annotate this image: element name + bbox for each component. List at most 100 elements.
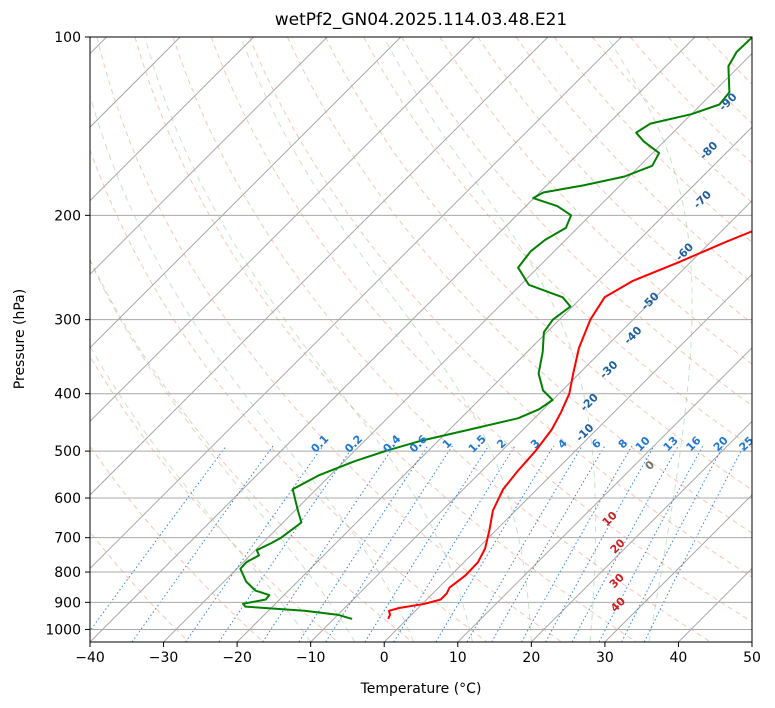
x-axis: −40 −30 −20 −10 0 10 20 30 40 50 bbox=[75, 642, 761, 666]
isotherm bbox=[90, 37, 328, 275]
dry-adiabat bbox=[90, 258, 413, 642]
mixing-ratio-line bbox=[545, 445, 655, 642]
chart-title: wetPf2_GN04.2025.114.03.48.E21 bbox=[275, 10, 567, 30]
mixing-ratio-line bbox=[521, 445, 633, 642]
pressure-gridlines bbox=[90, 37, 752, 630]
moist-adiabat bbox=[240, 37, 532, 642]
isotherm bbox=[457, 347, 752, 642]
isotherm bbox=[383, 273, 752, 642]
isotherm bbox=[90, 37, 696, 642]
mixing-ratio-line bbox=[364, 445, 489, 642]
dry-adiabat bbox=[248, 37, 752, 578]
y-tick-label: 200 bbox=[54, 208, 81, 224]
dry-adiabat bbox=[96, 37, 562, 642]
wetbulb-label: -40 bbox=[621, 324, 644, 347]
dry-adiabat bbox=[477, 37, 752, 324]
x-tick-label: 0 bbox=[380, 650, 389, 666]
y-tick-label: 800 bbox=[54, 565, 81, 581]
isotherm bbox=[310, 199, 752, 642]
mixing-ratio-line bbox=[298, 445, 429, 642]
wetbulb-label: -100 bbox=[756, 37, 775, 66]
dry-adiabat bbox=[172, 37, 712, 642]
dry-adiabat bbox=[668, 37, 752, 125]
dry-adiabat bbox=[363, 37, 752, 449]
wetbulb-label: -90 bbox=[716, 90, 739, 113]
mixing-ratio-label: 6 bbox=[589, 436, 604, 451]
theta-label: 30 bbox=[607, 571, 627, 591]
wetbulb-label: -30 bbox=[597, 358, 620, 381]
x-tick-label: 40 bbox=[670, 650, 688, 666]
y-tick-label: 500 bbox=[54, 444, 81, 460]
x-axis-label: Temperature (°C) bbox=[360, 681, 482, 697]
x-tick-label: 20 bbox=[522, 650, 540, 666]
isotherm bbox=[90, 37, 402, 349]
mixing-ratio-line bbox=[393, 445, 516, 642]
moist-adiabat bbox=[144, 37, 473, 642]
moist-adiabat bbox=[90, 259, 356, 642]
wetbulb-label: -50 bbox=[639, 289, 662, 312]
dry-adiabat bbox=[90, 530, 190, 642]
dry-adiabat bbox=[515, 37, 752, 284]
isotherm bbox=[236, 126, 752, 642]
profile-lines bbox=[239, 37, 752, 620]
mixing-ratio-label: 2 bbox=[494, 437, 509, 452]
isotherm bbox=[751, 641, 752, 642]
mixing-ratio-label: 1 bbox=[440, 437, 455, 452]
x-tick-label: 50 bbox=[743, 650, 761, 666]
dry-adiabat bbox=[90, 355, 339, 642]
mixing-ratio-line bbox=[435, 445, 555, 642]
mixing-ratio-line bbox=[185, 445, 324, 642]
dry-adiabat bbox=[401, 37, 752, 407]
y-axis: 100 200 300 400 500 600 700 800 900 1000 bbox=[45, 30, 90, 638]
y-tick-label: 300 bbox=[54, 313, 81, 329]
plot-frame bbox=[89, 36, 753, 643]
isotherm bbox=[163, 52, 752, 642]
moist-adiabat bbox=[606, 37, 693, 642]
x-tick-label: −10 bbox=[296, 650, 326, 666]
mixing-ratio-line bbox=[131, 445, 274, 642]
mixing-ratio-label: 1.5 bbox=[466, 432, 489, 455]
temperature-line bbox=[387, 230, 752, 620]
mixing-ratio-label: 0.1 bbox=[308, 432, 331, 455]
y-tick-label: 100 bbox=[54, 30, 81, 46]
isotherm bbox=[604, 494, 752, 642]
x-tick-label: 10 bbox=[449, 650, 467, 666]
isotherm bbox=[90, 37, 549, 496]
mixing-ratio-line bbox=[218, 445, 355, 642]
line-annotations: -100-90-80-70-60-50-40-30-20-100.1 0.2 0.4… bbox=[308, 37, 775, 615]
isotherm bbox=[530, 420, 752, 642]
mixing-ratio-label: 30 bbox=[762, 434, 775, 454]
x-tick-label: −40 bbox=[75, 650, 105, 666]
moist-adiabat bbox=[90, 93, 415, 642]
y-tick-label: 900 bbox=[54, 595, 81, 611]
theta-label: 40 bbox=[608, 594, 628, 614]
x-tick-label: −20 bbox=[222, 650, 252, 666]
mixing-ratio-label: 3 bbox=[528, 437, 543, 452]
dry-adiabat bbox=[286, 37, 752, 534]
isotherm bbox=[678, 567, 752, 642]
y-tick-label: 1000 bbox=[45, 622, 81, 638]
background-lines bbox=[90, 37, 752, 642]
mixing-ratio-line bbox=[466, 445, 583, 642]
dry-adiabat bbox=[210, 37, 752, 623]
isotherm bbox=[90, 37, 255, 202]
moist-adiabat bbox=[90, 345, 312, 642]
moist-adiabat bbox=[383, 37, 597, 642]
mixing-ratio-line bbox=[90, 445, 227, 632]
mixing-ratio-line bbox=[325, 445, 453, 642]
theta-label: 20 bbox=[608, 536, 628, 556]
dry-adiabat bbox=[706, 37, 752, 85]
dewpoint-line bbox=[239, 37, 752, 620]
dry-adiabat bbox=[629, 37, 752, 164]
dry-adiabat bbox=[439, 37, 752, 365]
x-tick-label: 30 bbox=[596, 650, 614, 666]
mixing-ratio-label: 0.2 bbox=[342, 432, 365, 455]
mixing-ratio-line bbox=[262, 445, 395, 642]
mixing-ratio-label: 8 bbox=[616, 437, 631, 452]
dry-adiabat bbox=[325, 37, 752, 491]
x-tick-label: −30 bbox=[149, 650, 179, 666]
y-tick-label: 700 bbox=[54, 531, 81, 547]
isotherm bbox=[90, 37, 475, 423]
dry-adiabat bbox=[591, 37, 752, 204]
